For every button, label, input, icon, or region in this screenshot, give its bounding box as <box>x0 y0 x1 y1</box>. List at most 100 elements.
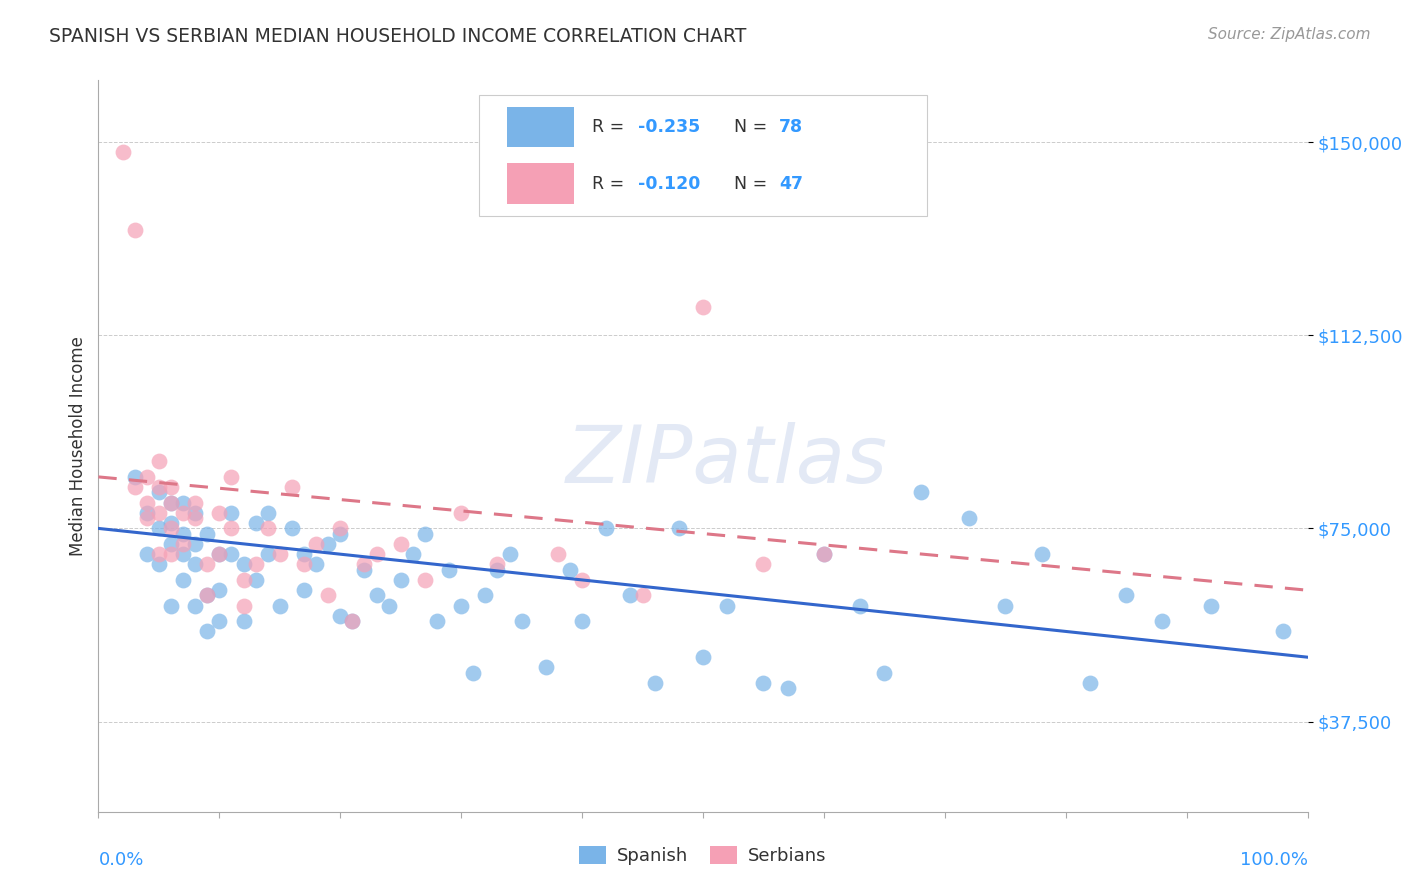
Legend: Spanish, Serbians: Spanish, Serbians <box>579 846 827 865</box>
Point <box>148 521 170 535</box>
Point <box>1152 614 1174 628</box>
Point <box>292 558 315 572</box>
Point <box>413 573 436 587</box>
Point <box>160 480 183 494</box>
Point <box>437 563 460 577</box>
Point <box>148 480 170 494</box>
Y-axis label: Median Household Income: Median Household Income <box>69 336 87 556</box>
Point <box>160 496 183 510</box>
Point <box>692 650 714 665</box>
Point <box>692 300 714 314</box>
Point <box>172 537 194 551</box>
Point <box>366 588 388 602</box>
Point <box>148 485 170 500</box>
Point <box>498 547 520 561</box>
Point <box>644 676 666 690</box>
Point <box>1199 599 1222 613</box>
Point <box>571 573 593 587</box>
Point <box>668 521 690 535</box>
Point <box>111 145 134 160</box>
FancyBboxPatch shape <box>479 95 927 216</box>
Point <box>195 588 218 602</box>
Point <box>221 506 243 520</box>
Point <box>389 537 412 551</box>
Point <box>292 547 315 561</box>
Point <box>595 521 617 535</box>
Point <box>172 526 194 541</box>
Point <box>353 558 375 572</box>
Text: 78: 78 <box>779 118 803 136</box>
Point <box>160 537 183 551</box>
Point <box>486 558 509 572</box>
Text: N =: N = <box>734 175 773 193</box>
Point <box>232 558 254 572</box>
Point <box>232 614 254 628</box>
Text: 47: 47 <box>779 175 803 193</box>
Point <box>172 547 194 561</box>
Point <box>631 588 654 602</box>
Point <box>195 558 218 572</box>
Point <box>389 573 412 587</box>
Point <box>716 599 738 613</box>
Point <box>305 537 328 551</box>
Point <box>184 506 207 520</box>
Point <box>221 547 243 561</box>
Point <box>316 537 339 551</box>
Text: 100.0%: 100.0% <box>1240 851 1308 869</box>
Point <box>256 547 278 561</box>
Point <box>305 558 328 572</box>
Point <box>184 599 207 613</box>
Point <box>184 511 207 525</box>
Point <box>221 521 243 535</box>
Point <box>269 599 291 613</box>
Point <box>510 614 533 628</box>
Point <box>195 526 218 541</box>
Point <box>342 614 364 628</box>
Point <box>160 521 183 535</box>
FancyBboxPatch shape <box>508 163 574 203</box>
Point <box>232 599 254 613</box>
Point <box>148 454 170 468</box>
FancyBboxPatch shape <box>508 107 574 147</box>
Point <box>256 521 278 535</box>
Point <box>135 547 157 561</box>
Text: -0.235: -0.235 <box>638 118 700 136</box>
Point <box>124 222 146 236</box>
Point <box>160 599 183 613</box>
Point <box>450 599 472 613</box>
Point <box>124 480 146 494</box>
Point <box>232 573 254 587</box>
Point <box>160 547 183 561</box>
Text: R =: R = <box>592 175 630 193</box>
Point <box>1078 676 1101 690</box>
Point <box>342 614 364 628</box>
Point <box>1031 547 1053 561</box>
Point <box>160 496 183 510</box>
Point <box>873 665 896 680</box>
Point <box>619 588 641 602</box>
Point <box>172 573 194 587</box>
Point <box>135 496 157 510</box>
Point <box>994 599 1017 613</box>
Point <box>245 573 267 587</box>
Point <box>534 660 557 674</box>
Point <box>172 506 194 520</box>
Point <box>450 506 472 520</box>
Point <box>135 511 157 525</box>
Point <box>148 547 170 561</box>
Point <box>752 676 775 690</box>
Point <box>426 614 449 628</box>
Point <box>413 526 436 541</box>
Point <box>135 470 157 484</box>
Point <box>148 506 170 520</box>
Text: R =: R = <box>592 118 630 136</box>
Point <box>160 516 183 531</box>
Text: 0.0%: 0.0% <box>98 851 143 869</box>
Point <box>195 624 218 639</box>
Point <box>208 614 231 628</box>
Point <box>571 614 593 628</box>
Point <box>208 547 231 561</box>
Point <box>281 480 304 494</box>
Point <box>957 511 980 525</box>
Point <box>208 547 231 561</box>
